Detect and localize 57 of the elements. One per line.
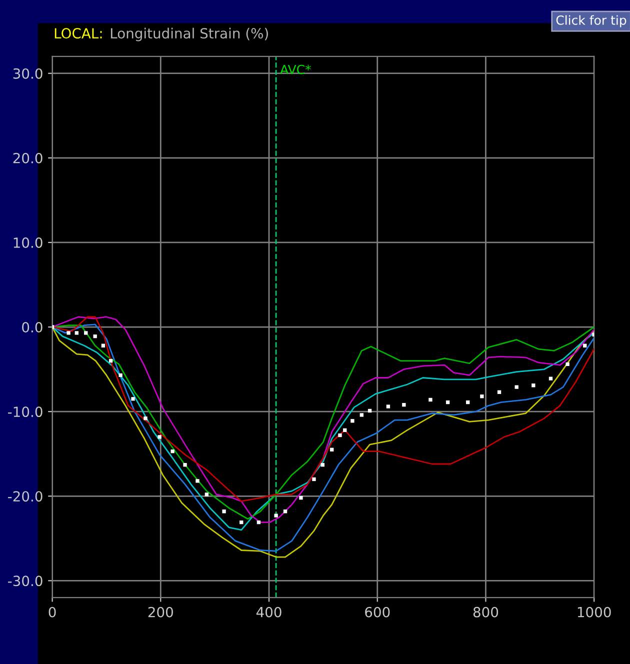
x-tick-label: 1000 <box>578 606 611 618</box>
y-tick-label: 10.0 <box>14 237 42 248</box>
point <box>386 404 390 408</box>
point <box>446 400 450 404</box>
point <box>338 433 342 438</box>
point <box>283 510 288 514</box>
point <box>66 331 70 335</box>
point <box>514 385 518 389</box>
text: Click for tip <box>556 15 626 28</box>
point <box>320 463 324 467</box>
point <box>222 510 226 514</box>
point <box>240 520 244 524</box>
point <box>108 359 113 363</box>
point <box>532 384 536 388</box>
x-tick-label: 600 <box>365 606 390 618</box>
point <box>583 344 587 348</box>
point <box>144 416 148 420</box>
point <box>183 463 187 467</box>
point <box>101 344 106 348</box>
x-tick-label: 0 <box>48 606 56 618</box>
chart-title: LOCAL: <box>54 28 102 39</box>
point <box>548 376 553 380</box>
point <box>274 514 278 518</box>
point <box>196 479 200 483</box>
point <box>118 373 122 378</box>
y-tick-label: 20.0 <box>13 152 42 164</box>
point <box>204 492 209 496</box>
point <box>312 477 316 482</box>
point <box>566 362 570 366</box>
point <box>350 419 354 423</box>
point <box>299 496 303 500</box>
y-tick-label: -20.0 <box>8 491 42 502</box>
x-tick-label: 200 <box>148 606 173 618</box>
point <box>466 400 470 404</box>
point <box>480 394 484 398</box>
point <box>428 398 432 402</box>
point <box>131 397 135 401</box>
x-tick-label: 800 <box>473 606 498 618</box>
y-tick-label: 30.0 <box>13 68 42 79</box>
point <box>402 402 406 407</box>
x-tick-label: 400 <box>256 606 282 618</box>
point <box>343 428 347 432</box>
point <box>360 413 364 417</box>
y-tick-label: 0.0 <box>22 322 42 332</box>
point <box>497 390 502 394</box>
point <box>84 331 88 335</box>
point <box>158 435 162 439</box>
point <box>368 408 372 413</box>
ref-line-label: AVC* <box>280 64 311 74</box>
y-tick-label: -30.0 <box>8 576 42 586</box>
point <box>170 449 174 454</box>
point <box>330 448 334 452</box>
y-tick-label: -10.0 <box>8 406 42 418</box>
chart-subtitle: Longitudinal Strain (%) <box>110 28 268 42</box>
point <box>256 520 261 524</box>
point <box>74 331 79 335</box>
point <box>93 334 97 338</box>
